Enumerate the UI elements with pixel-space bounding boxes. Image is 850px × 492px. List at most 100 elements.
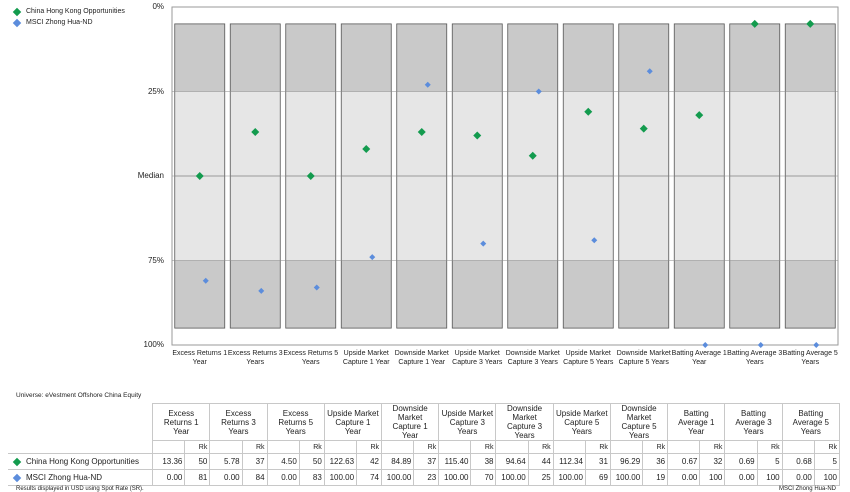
column-header: Upside Market Capture 3 Years	[438, 403, 497, 441]
value-cell: 100.00	[438, 469, 472, 486]
rank-subheader: Rk	[298, 440, 325, 454]
x-tick-label: Excess Returns 1 Year	[172, 350, 228, 366]
value-cell: 13.36	[152, 453, 186, 470]
quartile-band-bottom	[341, 260, 392, 329]
value-cell: 100.00	[323, 469, 358, 486]
universe-label: Universe: eVestment Offshore China Equit…	[16, 392, 142, 399]
rank-cell: 84	[241, 469, 268, 486]
benchmark-point	[424, 81, 431, 88]
fund-point	[417, 128, 426, 137]
rank-cell: 50	[184, 453, 211, 470]
quartile-band-top	[230, 23, 281, 92]
value-subheader	[381, 440, 415, 454]
quartile-band-bottom	[729, 260, 780, 329]
value-subheader	[323, 440, 358, 454]
rank-cell: 69	[584, 469, 611, 486]
rank-subheader: Rk	[356, 440, 383, 454]
column-header: Downside Market Capture 3 Years	[495, 403, 554, 441]
benchmark-point	[591, 237, 598, 244]
column-header: Excess Returns 3 Years	[209, 403, 268, 441]
row-label: MSCI Zhong Hua-ND	[26, 473, 103, 482]
footer-benchmark: MSCI Zhong Hua-ND	[778, 486, 836, 492]
table-rank-header-row: Rk Rk Rk Rk Rk Rk Rk Rk Rk Rk Rk Rk	[8, 440, 841, 454]
column-header: Batting Average 3 Years	[724, 403, 783, 441]
quartile-band-top	[785, 23, 836, 92]
rank-cell: 37	[413, 453, 440, 470]
value-cell: 0.00	[209, 469, 243, 486]
rank-cell: 50	[298, 453, 325, 470]
legend-label: China Hong Kong Opportunities	[26, 8, 125, 15]
y-tick-label: 25%	[147, 86, 164, 96]
diamond-marker-icon	[12, 457, 22, 467]
value-subheader	[495, 440, 529, 454]
x-tick-label: Downside Market Capture 5 Years	[616, 350, 671, 366]
percentile-chart	[171, 6, 839, 348]
rank-cell: 23	[413, 469, 440, 486]
rank-cell: 32	[699, 453, 726, 470]
column-header: Batting Average 5 Years	[781, 403, 841, 441]
quartile-band-bottom	[285, 260, 336, 329]
column-header: Downside Market Capture 1 Year	[381, 403, 440, 441]
statistics-table: Excess Returns 1 Year Excess Returns 3 Ye…	[8, 403, 841, 486]
rank-cell: 44	[527, 453, 554, 470]
value-cell: 112.34	[552, 453, 586, 470]
rank-cell: 38	[470, 453, 497, 470]
value-subheader	[152, 440, 186, 454]
table-row: MSCI Zhong Hua-ND 0.00 81 0.00 84 0.00 83 100.0…	[8, 469, 841, 486]
x-tick-label: Batting Average 5 Years	[782, 350, 838, 366]
value-cell: 100.00	[381, 469, 415, 486]
fund-point	[750, 19, 759, 28]
fund-point	[695, 111, 704, 120]
row-name: MSCI Zhong Hua-ND	[8, 469, 154, 486]
value-cell: 84.89	[381, 453, 415, 470]
rank-subheader: Rk	[813, 440, 841, 454]
legend-item: MSCI Zhong Hua-ND	[12, 17, 125, 28]
benchmark-point	[480, 240, 487, 247]
rank-subheader: Rk	[241, 440, 268, 454]
rank-cell: 37	[241, 453, 268, 470]
value-cell: 0.00	[667, 469, 701, 486]
row-label: China Hong Kong Opportunities	[26, 457, 139, 466]
diamond-marker-icon	[12, 7, 22, 16]
quartile-band-bottom	[396, 260, 447, 329]
column-header: Excess Returns 5 Years	[266, 403, 325, 441]
value-cell: 0.00	[152, 469, 186, 486]
rank-subheader: Rk	[184, 440, 211, 454]
rank-subheader: Rk	[699, 440, 726, 454]
chart-legend: China Hong Kong Opportunities MSCI Zhong…	[12, 6, 125, 28]
quartile-band-top	[341, 23, 392, 92]
quartile-band-top	[452, 23, 503, 92]
column-header: Upside Market Capture 5 Years	[552, 403, 611, 441]
quartile-band-top	[674, 23, 725, 92]
value-subheader	[781, 440, 815, 454]
rank-cell: 5	[813, 453, 841, 470]
value-cell: 5.78	[209, 453, 243, 470]
fund-point	[306, 172, 315, 180]
column-header: Batting Average 1 Year	[667, 403, 726, 441]
column-header: Downside Market Capture 5 Years	[609, 403, 669, 441]
x-tick-label: Excess Returns 5 Years	[283, 350, 339, 366]
x-tick-label: Excess Returns 3 Years	[227, 350, 283, 366]
benchmark-point	[702, 342, 709, 348]
x-tick-label: Downside Market Capture 1 Year	[394, 350, 449, 366]
value-subheader	[724, 440, 758, 454]
value-subheader	[667, 440, 701, 454]
rank-subheader: Rk	[756, 440, 783, 454]
row-name: China Hong Kong Opportunities	[8, 453, 154, 470]
quartile-band-top	[174, 23, 225, 92]
value-cell: 0.00	[781, 469, 815, 486]
rank-cell: 70	[470, 469, 497, 486]
benchmark-point	[646, 68, 653, 75]
value-cell: 122.63	[323, 453, 358, 470]
fund-point	[806, 19, 815, 28]
column-header: Upside Market Capture 1 Year	[323, 403, 383, 441]
x-tick-label: Upside Market Capture 1 Year	[342, 350, 390, 366]
footer-note: Results displayed in USD using Spot Rate…	[16, 486, 144, 492]
rank-cell: 36	[642, 453, 669, 470]
rank-cell: 19	[642, 469, 669, 486]
legend-label: MSCI Zhong Hua-ND	[26, 19, 93, 26]
benchmark-point	[757, 342, 764, 348]
fund-point	[362, 144, 371, 153]
fund-point	[195, 172, 204, 180]
fund-point	[528, 151, 537, 160]
